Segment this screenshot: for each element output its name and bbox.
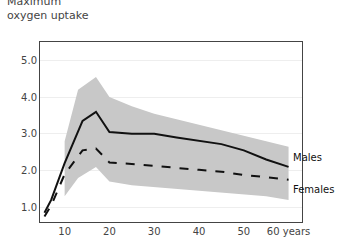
svg-text:2.0: 2.0 [21,165,37,176]
svg-text:1.0: 1.0 [21,202,37,213]
svg-text:40: 40 [193,226,206,237]
svg-text:Maximumoxygen uptake: Maximumoxygen uptake [7,0,89,22]
svg-text:20: 20 [103,226,116,237]
svg-text:50: 50 [237,226,250,237]
svg-text:3.0: 3.0 [21,128,37,139]
svg-text:4.0: 4.0 [21,92,37,103]
svg-text:10: 10 [58,226,71,237]
svg-text:5.0: 5.0 [21,55,37,66]
svg-text:Males: Males [293,152,322,163]
svg-text:30: 30 [148,226,161,237]
svg-text:Females: Females [293,184,334,195]
svg-text:60 years: 60 years [267,226,310,237]
